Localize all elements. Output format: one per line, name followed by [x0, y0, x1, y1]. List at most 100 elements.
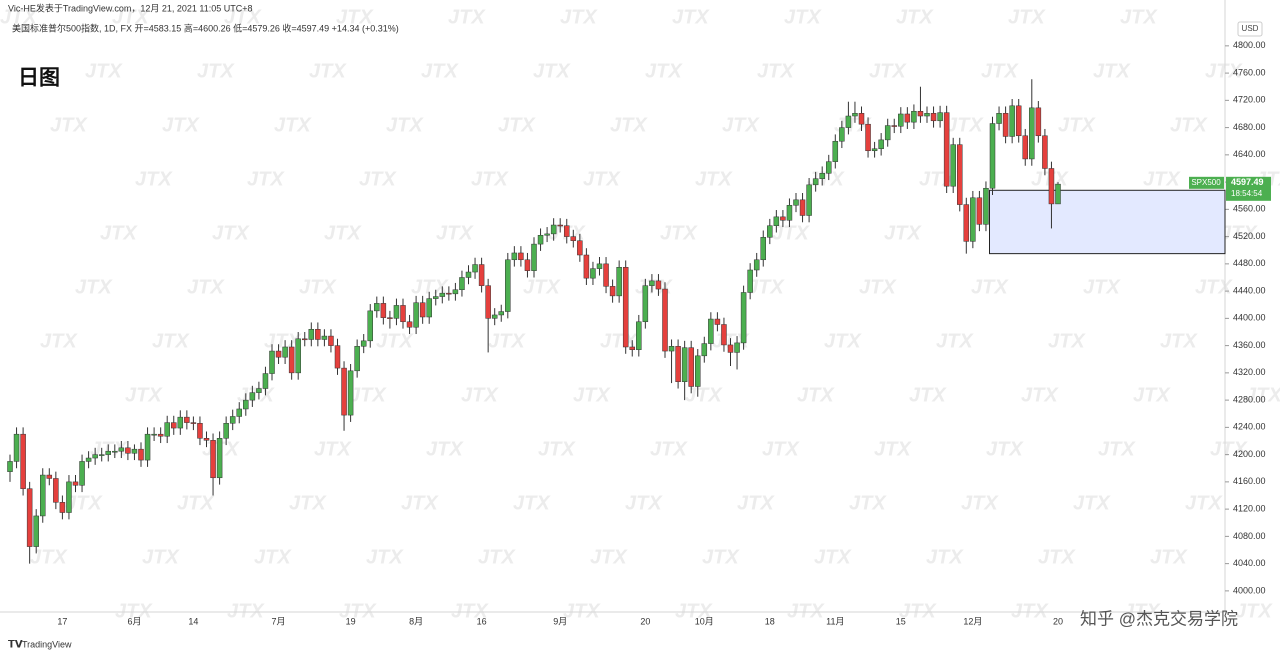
- watermark: JTX: [65, 492, 103, 514]
- watermark: JTX: [30, 546, 68, 568]
- candle-body: [577, 240, 583, 256]
- x-tick-label: 15: [896, 616, 906, 626]
- candle-body: [105, 450, 111, 455]
- y-tick-label: 4680.00: [1233, 122, 1266, 132]
- candle-body: [609, 286, 616, 297]
- candle-body: [465, 271, 472, 278]
- watermark: JTX: [1120, 6, 1158, 28]
- watermark: JTX: [289, 492, 327, 514]
- candle-body: [917, 110, 924, 117]
- candle-body: [1002, 113, 1009, 137]
- x-tick-label: 18: [765, 616, 775, 626]
- candle-body: [439, 292, 446, 297]
- watermark: JTX: [961, 492, 999, 514]
- watermark: JTX: [702, 546, 740, 568]
- candle-body: [983, 187, 989, 225]
- price-tag: [1226, 176, 1271, 201]
- timeframe-label: 日图: [18, 67, 60, 90]
- watermark: JTX: [884, 222, 922, 244]
- candle-body: [59, 502, 66, 513]
- watermark: JTX: [254, 546, 292, 568]
- watermark: JTX: [946, 114, 984, 136]
- y-tick-label: 4080.00: [1233, 531, 1266, 541]
- y-tick-label: 4280.00: [1233, 394, 1266, 404]
- watermark: JTX: [314, 438, 352, 460]
- watermark: JTX: [478, 546, 516, 568]
- watermark: JTX: [981, 60, 1019, 82]
- watermark: JTX: [299, 276, 337, 298]
- candle-body: [308, 329, 315, 340]
- x-tick-label: 14: [188, 616, 198, 626]
- candle-body: [236, 408, 242, 417]
- candle-body: [865, 123, 871, 152]
- watermark: JTX: [849, 492, 887, 514]
- byline: Vic-HE发表于TradingView.com，12月 21, 2021 11…: [8, 2, 253, 13]
- candle-body: [125, 447, 131, 454]
- y-tick-label: 4440.00: [1233, 285, 1266, 295]
- candle-body: [649, 280, 655, 286]
- candle-body: [812, 178, 819, 186]
- watermark: JTX: [675, 600, 713, 622]
- watermark: JTX: [797, 384, 835, 406]
- candle-body: [976, 197, 983, 225]
- candle-body: [13, 433, 20, 462]
- candle-body: [197, 423, 203, 439]
- price-tag-label: 4597.49: [1231, 177, 1264, 187]
- candle-body: [249, 392, 256, 401]
- brand: TradingView: [22, 639, 72, 649]
- candle-body: [773, 216, 780, 226]
- candle-body: [878, 139, 884, 149]
- candle-body: [190, 422, 197, 424]
- watermark: JTX: [583, 168, 621, 190]
- candle-body: [898, 113, 904, 127]
- candle-body: [1029, 107, 1035, 160]
- candle-body: [288, 346, 295, 374]
- y-tick-label: 4720.00: [1233, 95, 1266, 105]
- watermark: JTX: [1008, 6, 1046, 28]
- watermark: JTX: [874, 438, 912, 460]
- x-tick-label: 17: [57, 616, 67, 626]
- watermark: JTX: [1170, 114, 1208, 136]
- candle-body: [1022, 135, 1028, 160]
- credit: 知乎 @杰克交易学院: [1080, 609, 1238, 628]
- candle-body: [989, 123, 996, 189]
- countdown-label: 18:54:54: [1231, 189, 1263, 198]
- watermark: JTX: [40, 330, 78, 352]
- watermark: JTX: [448, 6, 486, 28]
- candle-body: [491, 314, 498, 319]
- watermark: JTX: [1021, 384, 1059, 406]
- candle-body: [112, 450, 118, 453]
- candle-body: [46, 474, 53, 479]
- watermark: JTX: [436, 222, 474, 244]
- watermark: JTX: [1058, 114, 1096, 136]
- watermark: JTX: [224, 6, 262, 28]
- watermark: JTX: [1143, 168, 1181, 190]
- candle-body: [380, 303, 387, 318]
- candle-body: [302, 338, 308, 341]
- candle-body: [419, 302, 426, 318]
- candle-body: [714, 318, 721, 325]
- candle-body: [806, 184, 812, 216]
- candle-body: [701, 343, 708, 357]
- watermark: JTX: [869, 60, 907, 82]
- candle-body: [347, 370, 354, 416]
- currency-box: [1237, 21, 1263, 37]
- watermark: JTX: [488, 330, 526, 352]
- candle-body: [747, 269, 753, 293]
- watermark: JTX: [909, 384, 947, 406]
- candle-body: [943, 112, 950, 187]
- candle-body: [406, 321, 413, 328]
- candle-body: [524, 259, 531, 271]
- watermark: JTX: [142, 546, 180, 568]
- x-tick-label: 20: [1053, 616, 1063, 626]
- candle-body: [216, 438, 223, 479]
- y-tick-label: 4480.00: [1233, 258, 1266, 268]
- watermark: JTX: [50, 114, 88, 136]
- candle-body: [760, 237, 766, 261]
- watermark: JTX: [1160, 330, 1198, 352]
- candle-body: [603, 263, 609, 287]
- watermark: JTX: [212, 222, 250, 244]
- candle-body: [970, 197, 976, 242]
- candle-body: [151, 433, 157, 436]
